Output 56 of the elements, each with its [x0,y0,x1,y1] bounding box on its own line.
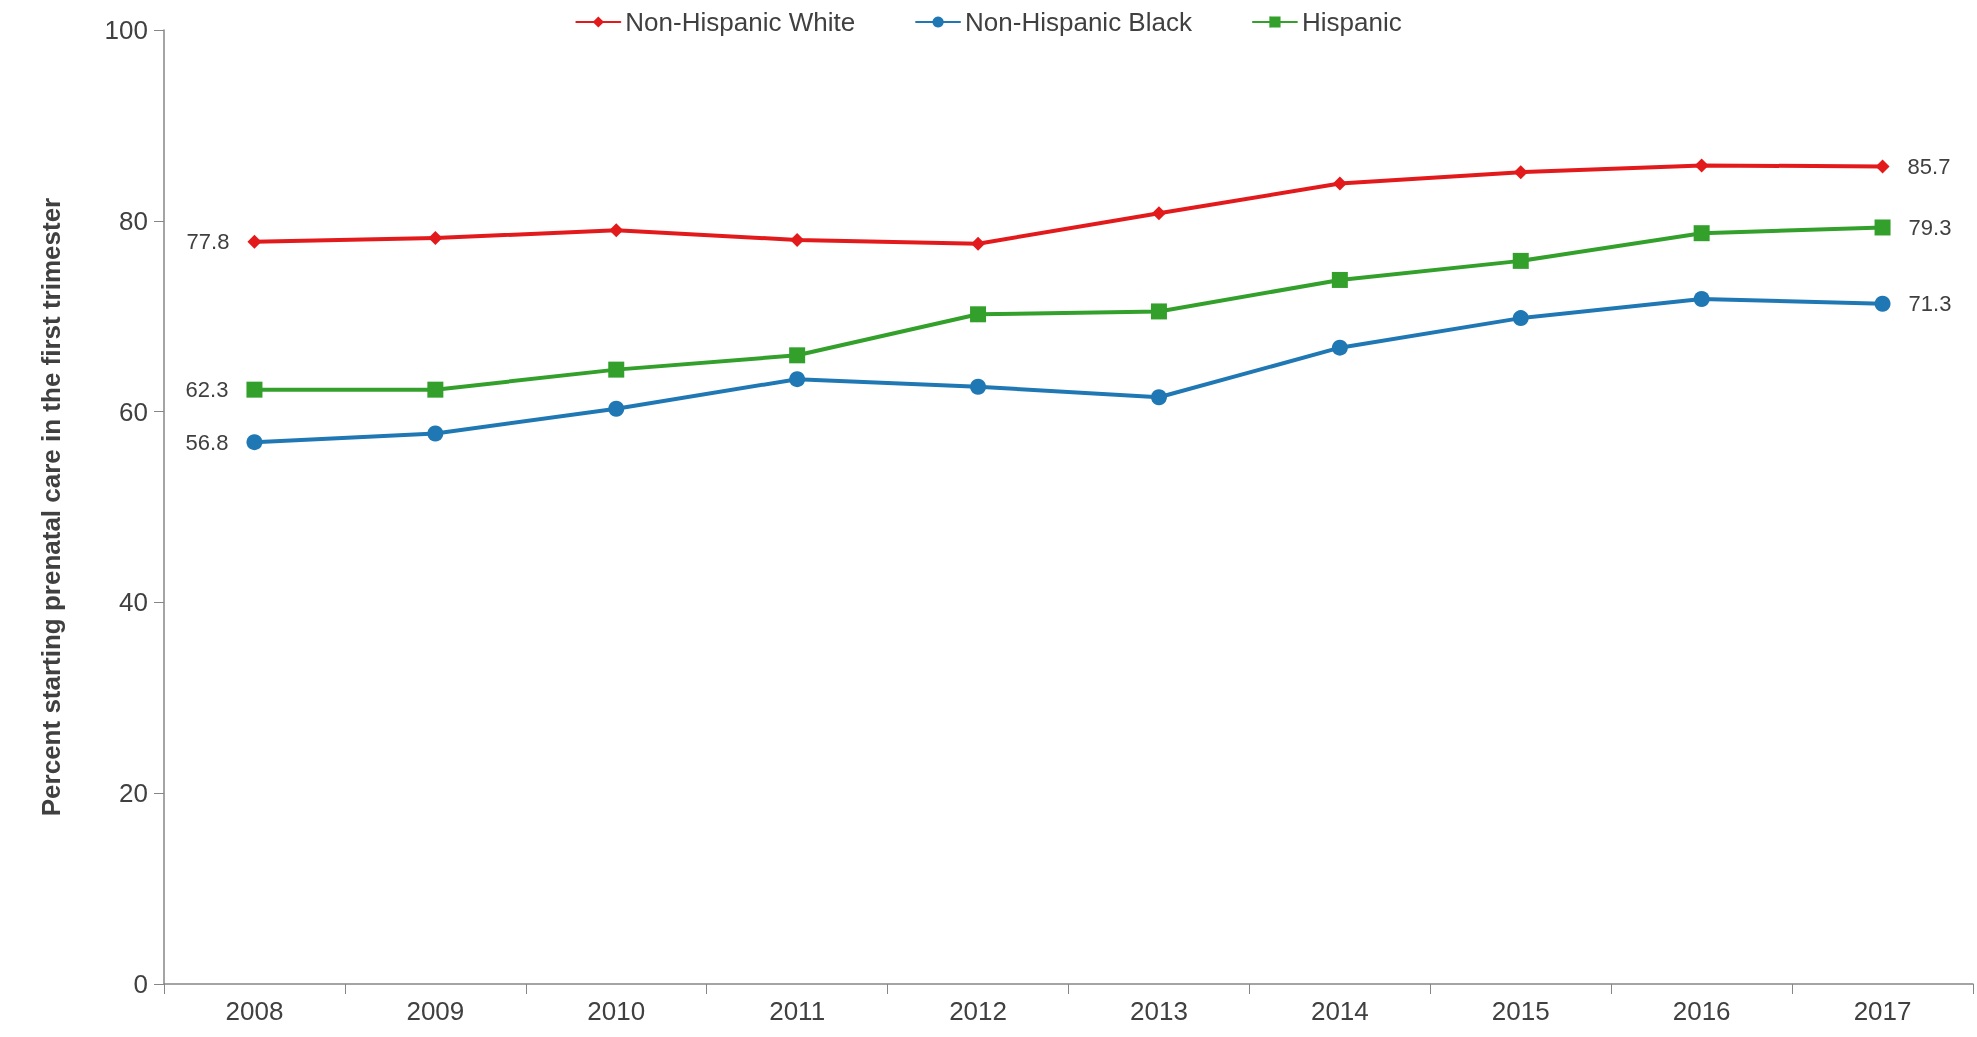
y-tick-label: 40 [119,587,148,618]
point [790,232,805,247]
point [1150,389,1167,406]
point [427,381,444,398]
x-tick-label: 2014 [1310,996,1369,1026]
point [789,347,806,364]
point [1694,158,1709,173]
x-tick-label: 2013 [1130,996,1188,1026]
point [1693,225,1710,242]
point [608,361,625,378]
x-tick-label: 2008 [225,996,284,1026]
x-tick-label: 2010 [587,996,646,1026]
point [1331,271,1348,288]
point [1150,303,1167,320]
y-axis-title: Percent starting prenatal care in the first trimester [36,197,66,817]
data-label: 62.3 [185,377,229,403]
point [246,434,263,451]
data-label: 71.3 [1908,291,1952,317]
x-tick-label: 2015 [1491,996,1550,1026]
point [1874,219,1891,236]
x-tick-label: 2016 [1672,996,1731,1026]
y-tick-label: 80 [119,205,148,236]
point [428,230,443,245]
y-tick-label: 100 [104,15,148,45]
point [246,381,263,398]
x-tick-label: 2011 [769,996,826,1026]
y-tick-label: 20 [119,778,148,809]
x-tick-label: 2009 [406,996,465,1026]
point [1513,165,1528,180]
point [1693,291,1710,308]
point [1874,295,1891,312]
point [970,378,987,395]
point [247,234,262,249]
point [971,236,986,251]
point [1332,176,1347,191]
x-tick-label: 2012 [949,996,1007,1026]
point [1512,310,1529,327]
point [608,400,625,417]
point [1331,339,1348,356]
data-label: 56.8 [185,429,229,455]
point [1512,252,1529,269]
legend-label: Non-Hispanic White [625,7,856,37]
y-tick-label: 0 [133,969,148,999]
data-label: 77.8 [186,229,230,255]
point [1875,159,1890,174]
point [789,371,806,388]
legend-label: Hispanic [1301,7,1402,37]
y-tick-label: 60 [119,396,148,427]
data-label: 85.7 [1907,153,1951,179]
point [970,306,987,323]
point [427,425,444,442]
point [609,223,624,238]
x-tick-label: 2017 [1853,996,1912,1026]
legend-label: Non-Hispanic Black [965,7,1193,37]
data-label: 79.3 [1908,214,1952,240]
point [1151,206,1166,221]
